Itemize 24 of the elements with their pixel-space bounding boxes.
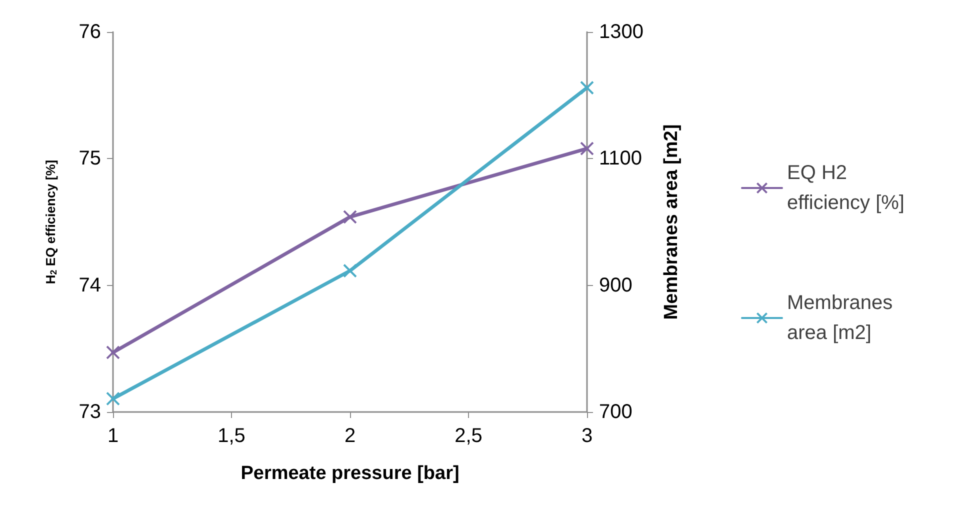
x-tick-label: 3: [581, 425, 593, 447]
x-tick-label: 2: [344, 425, 356, 447]
y-tick-label: 73: [78, 401, 101, 423]
y2-tick-label: 1100: [599, 148, 642, 170]
point: [106, 345, 120, 360]
y-tick-label: 74: [78, 274, 101, 296]
point: [580, 142, 594, 156]
legend-label: EQ H2 efficiency [%]: [787, 162, 904, 214]
x-tick-label: 2,5: [454, 425, 482, 447]
y-axis-title: H2 EQ efficiency [%]: [43, 160, 58, 284]
y2-tick-label: 700: [599, 401, 632, 423]
point: [106, 392, 120, 406]
y2-tick-label: 1300: [599, 21, 644, 43]
y2-tick-label: 900: [599, 274, 632, 296]
x-tick-label: 1: [107, 425, 119, 447]
y2-axis-title: Membranes area [m2]: [661, 124, 682, 320]
y-tick-label: 76: [78, 21, 101, 43]
x-axis-title: Permeate pressure [bar]: [240, 463, 460, 484]
point: [343, 210, 357, 224]
point: [580, 80, 594, 95]
legend-label: Membranes area [m2]: [787, 292, 898, 344]
point: [343, 264, 357, 278]
y-tick-label: 75: [78, 148, 101, 170]
x-tick-label: 1,5: [218, 425, 246, 447]
